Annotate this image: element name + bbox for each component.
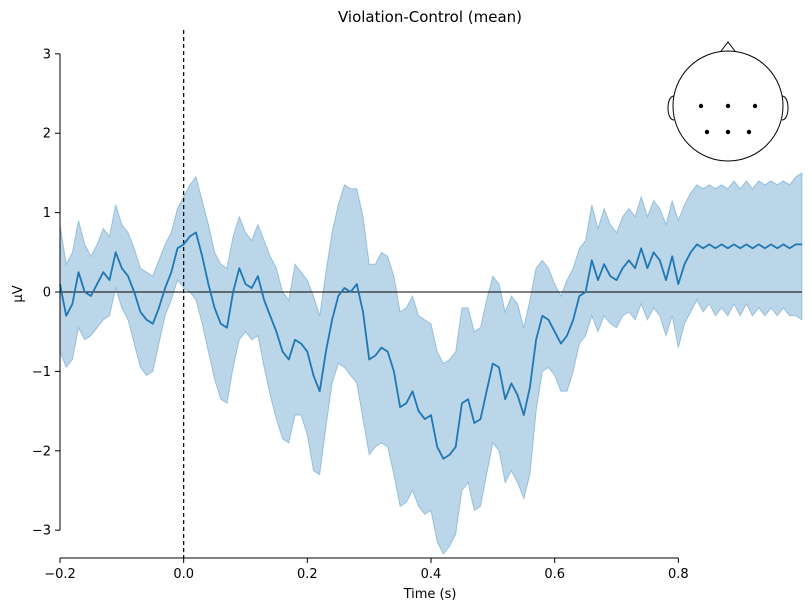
x-tick-label: 0.8	[668, 567, 689, 582]
confidence-band-0	[59, 171, 803, 555]
sensor-dot	[698, 103, 704, 109]
x-tick-label: 0.6	[544, 567, 565, 582]
sensor-dot	[725, 129, 731, 135]
y-axis-label: µV	[11, 285, 26, 302]
y-tick-label: 2	[43, 127, 51, 142]
x-axis-label: Time (s)	[403, 587, 457, 602]
x-tick-label: −0.2	[44, 567, 76, 582]
y-tick-label: −2	[32, 444, 51, 459]
head-nose	[717, 41, 739, 56]
sensor-dot	[725, 103, 731, 109]
mean-line-0	[59, 231, 802, 460]
x-tick-label: 0.4	[421, 567, 442, 582]
y-tick-label: −3	[32, 524, 51, 539]
y-tick-label: −1	[32, 365, 51, 380]
chart-title: Violation-Control (mean)	[338, 8, 522, 26]
x-tick-label: 0.0	[173, 567, 194, 582]
head-ear-right	[781, 95, 789, 121]
y-tick-label: 3	[43, 47, 51, 62]
head-ear-left	[667, 95, 675, 121]
axes: −3 −2 −1 0 1 2 3 −0.2 0.0 0.2 0.4 0.6 0.8	[32, 47, 689, 582]
sensor-dot	[746, 129, 752, 135]
y-tick-label: 1	[43, 206, 51, 221]
plot-area	[59, 30, 803, 558]
sensor-layout-inset	[667, 41, 789, 162]
sensor-dot	[752, 103, 758, 109]
sensor-dot	[704, 129, 710, 135]
y-tick-label: 0	[43, 286, 51, 301]
x-tick-label: 0.2	[297, 567, 318, 582]
